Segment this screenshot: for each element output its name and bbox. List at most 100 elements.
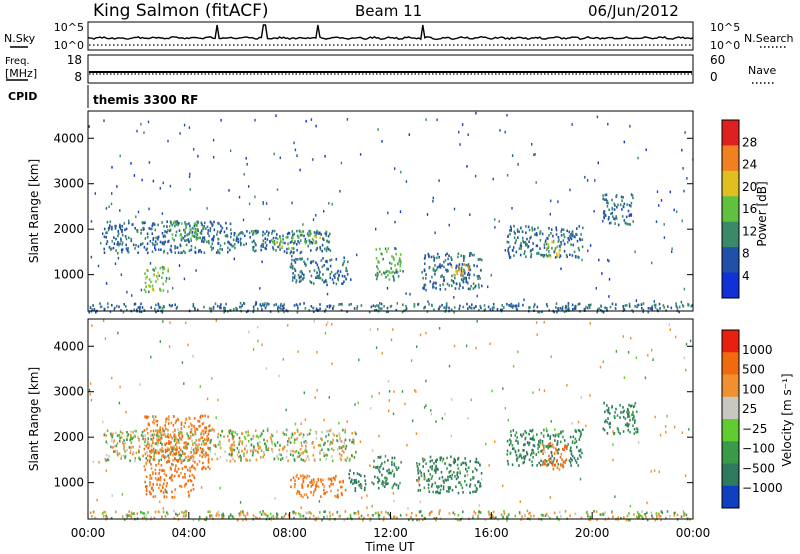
heat-cell bbox=[467, 417, 469, 420]
noise-right-tick-bottom: 10^0 bbox=[710, 39, 740, 52]
heat-cell bbox=[224, 234, 227, 238]
heat-cell bbox=[515, 239, 517, 242]
heat-cell bbox=[512, 365, 515, 368]
heat-cell bbox=[536, 244, 539, 248]
heat-cell bbox=[466, 165, 468, 168]
heat-cell bbox=[136, 229, 139, 232]
heat-cell bbox=[468, 466, 470, 469]
heat-cell bbox=[442, 457, 445, 461]
heat-cell bbox=[576, 239, 579, 243]
colorbar-tick-label: 100 bbox=[742, 382, 765, 396]
heat-cell bbox=[570, 446, 572, 450]
heat-cell bbox=[302, 477, 304, 481]
heat-cell bbox=[481, 284, 483, 288]
heat-cell bbox=[215, 251, 218, 254]
heat-cell bbox=[298, 433, 301, 437]
heat-cell bbox=[158, 451, 160, 455]
heat-cell bbox=[296, 436, 299, 440]
heat-cell bbox=[276, 430, 278, 433]
heat-cell bbox=[606, 199, 609, 203]
heat-cell bbox=[352, 482, 354, 485]
heat-cell bbox=[265, 202, 268, 205]
heat-cell bbox=[574, 255, 577, 258]
heat-cell bbox=[462, 255, 465, 258]
heat-cell bbox=[173, 447, 175, 451]
heat-cell bbox=[608, 221, 611, 225]
heat-cell bbox=[577, 420, 580, 424]
heat-cell bbox=[624, 417, 627, 420]
heat-cell bbox=[564, 510, 567, 513]
heat-cell bbox=[188, 232, 190, 236]
heat-cell bbox=[188, 249, 191, 253]
heat-cell bbox=[189, 436, 191, 440]
heat-cell bbox=[123, 454, 125, 457]
heat-cell bbox=[604, 410, 606, 414]
heat-cell bbox=[431, 465, 433, 468]
heat-cell bbox=[461, 263, 464, 266]
heat-cell bbox=[446, 467, 448, 470]
heat-cell bbox=[576, 227, 578, 230]
heat-cell bbox=[437, 307, 440, 311]
heat-cell bbox=[147, 415, 150, 419]
heat-cell bbox=[194, 427, 196, 431]
heat-cell bbox=[629, 124, 631, 128]
heat-cell bbox=[288, 232, 291, 235]
heat-cell bbox=[231, 443, 234, 446]
heat-cell bbox=[358, 516, 360, 520]
heat-cell bbox=[123, 303, 125, 306]
x-axis: 00:00 04:00 08:00 12:00 16:00 20:00 00:00 bbox=[71, 512, 710, 540]
heat-cell bbox=[632, 416, 635, 420]
heat-cell bbox=[607, 407, 610, 410]
heat-cell bbox=[251, 448, 254, 452]
heat-cell bbox=[355, 432, 357, 436]
heat-cell bbox=[165, 427, 167, 431]
heat-cell bbox=[606, 421, 609, 424]
heat-cell bbox=[607, 258, 609, 262]
heat-cell bbox=[293, 242, 295, 245]
heat-cell bbox=[607, 517, 610, 520]
heat-cell bbox=[150, 516, 152, 519]
heat-cell bbox=[570, 452, 573, 456]
heat-cell bbox=[350, 302, 352, 306]
heat-cell bbox=[303, 276, 305, 280]
heat-cell bbox=[399, 269, 402, 272]
heat-cell bbox=[279, 156, 281, 160]
heat-cell bbox=[438, 265, 440, 268]
heat-cell bbox=[128, 510, 130, 513]
heat-cell bbox=[538, 440, 540, 443]
heat-cell bbox=[343, 275, 346, 278]
heat-cell bbox=[660, 199, 663, 202]
heat-cell bbox=[329, 249, 332, 252]
heat-cell bbox=[574, 459, 577, 462]
heat-cell bbox=[303, 260, 305, 263]
heat-cell bbox=[647, 354, 649, 357]
heat-cell bbox=[225, 459, 228, 462]
freq-left-label-1: Freq. bbox=[5, 56, 30, 67]
heat-cell bbox=[191, 439, 193, 443]
heat-cell bbox=[513, 236, 516, 239]
heat-cell bbox=[177, 439, 180, 442]
heat-cell bbox=[625, 215, 628, 219]
heat-cell bbox=[334, 276, 336, 279]
heat-cell bbox=[175, 512, 177, 516]
date-title: 06/Jun/2012 bbox=[588, 2, 679, 20]
heat-cell bbox=[338, 432, 340, 435]
heat-cell bbox=[92, 460, 94, 464]
heat-cell bbox=[223, 230, 226, 234]
heat-cell bbox=[492, 302, 495, 306]
heat-cell bbox=[199, 385, 201, 388]
heat-cell bbox=[222, 516, 225, 519]
heat-cell bbox=[171, 496, 173, 499]
heat-cell bbox=[547, 514, 549, 518]
heat-cell bbox=[533, 514, 535, 518]
heat-cell bbox=[157, 271, 159, 275]
heat-cell bbox=[147, 437, 150, 440]
heat-cell bbox=[616, 205, 618, 209]
heat-cell bbox=[176, 417, 179, 421]
heat-cell bbox=[652, 358, 654, 361]
heat-cell bbox=[540, 450, 542, 453]
heat-cell bbox=[431, 510, 433, 513]
heat-cell bbox=[173, 474, 176, 478]
heat-cell bbox=[334, 272, 337, 276]
heat-cell bbox=[397, 262, 399, 266]
